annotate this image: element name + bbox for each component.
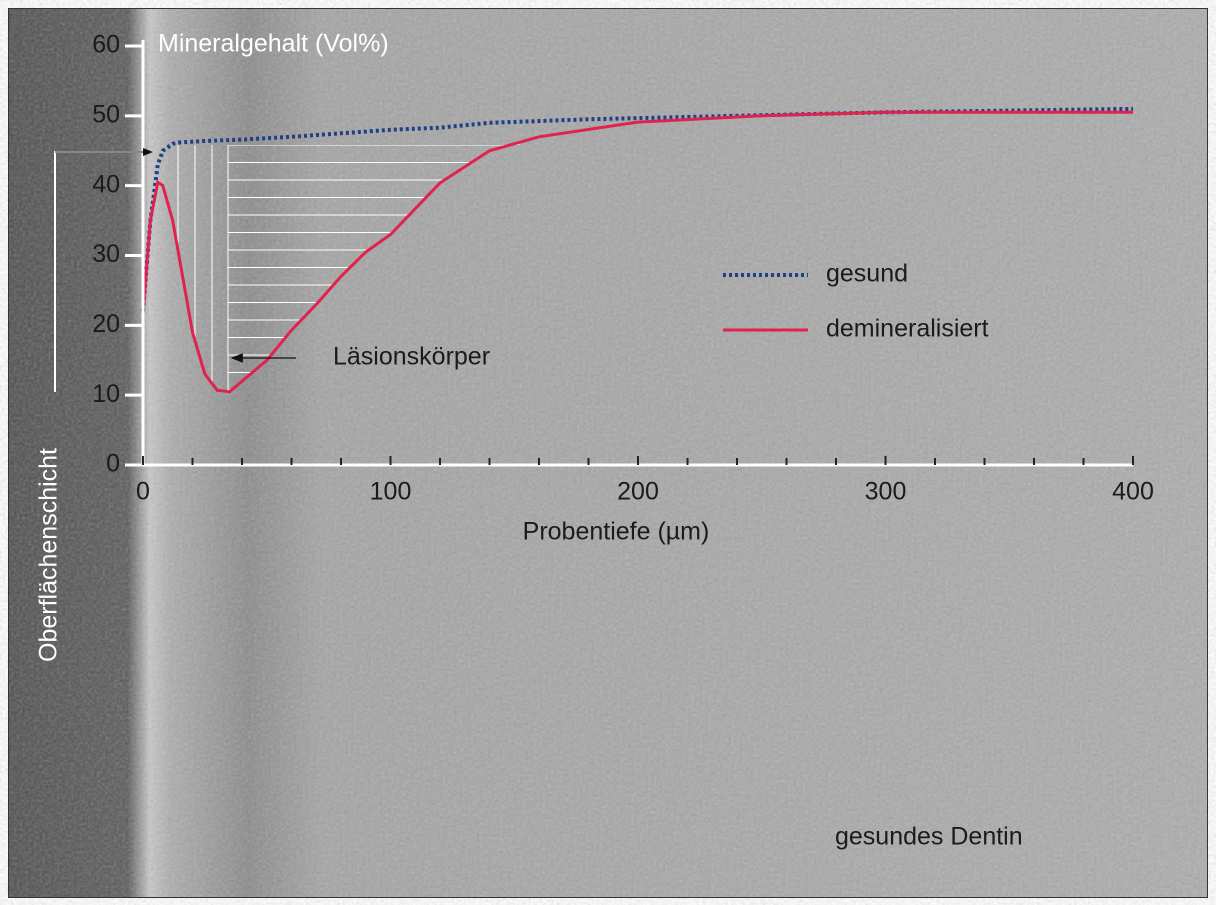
y-tick-label: 10 (92, 380, 120, 408)
y-tick-label: 40 (92, 170, 120, 198)
x-tick-label: 200 (617, 478, 659, 506)
x-tick-label: 100 (370, 478, 412, 506)
frame (8, 8, 1208, 898)
background-label: gesundes Dentin (835, 823, 1023, 851)
series-line (141, 106, 1134, 312)
y-tick-label: 30 (92, 240, 120, 268)
x-tick-label: 400 (1112, 478, 1154, 506)
y-tick-label: 50 (92, 100, 120, 128)
x-axis-label: Probentiefe (µm) (523, 518, 710, 546)
lesion-body-label: Läsionskörper (333, 343, 490, 371)
x-tick-label: 0 (136, 478, 150, 506)
x-tick-label: 300 (865, 478, 907, 506)
surface-layer-label: Oberflächenschicht (35, 448, 63, 662)
y-tick-label: 0 (106, 450, 120, 478)
plot (141, 106, 1134, 394)
series-line (141, 110, 1133, 394)
y-tick-label: 20 (92, 310, 120, 338)
legend-label: gesund (826, 260, 908, 288)
legend-label: demineralisiert (826, 315, 989, 343)
radiograph-texture (8, 8, 1208, 898)
y-axis-label: Mineralgehalt (Vol%) (158, 30, 389, 58)
y-tick-label: 60 (92, 31, 120, 59)
